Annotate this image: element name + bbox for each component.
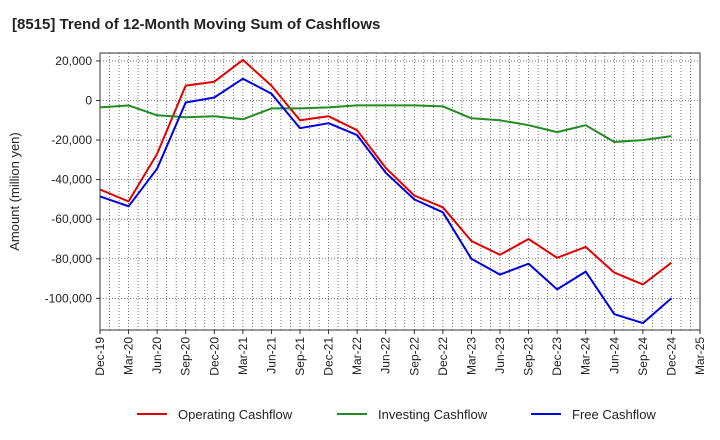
x-tick-label: Dec-23 — [550, 337, 564, 376]
legend-label-free-cashflow: Free Cashflow — [572, 407, 656, 422]
y-tick-label: -40,000 — [51, 173, 92, 187]
x-tick-label: Dec-21 — [322, 337, 336, 376]
legend-label-operating-cashflow: Operating Cashflow — [178, 407, 293, 422]
axes: 20,000 0 -20,000 -40,000 -60,000 -80,000 -100,… — [7, 52, 707, 376]
y-axis-title: Amount (million yen) — [7, 132, 22, 251]
chart-title: [8515] Trend of 12-Month Moving Sum of C… — [12, 16, 381, 33]
x-tick-label: Mar-25 — [693, 337, 707, 375]
series-line-investing-cashflow — [99, 104, 672, 143]
x-tick-label: Mar-20 — [122, 337, 136, 375]
x-tick-label: Mar-22 — [350, 337, 364, 375]
plot-frame — [99, 52, 701, 331]
grid — [99, 53, 701, 330]
x-tick-label: Sep-22 — [407, 337, 421, 376]
y-tick-label: -100,000 — [45, 291, 93, 305]
x-tick-label: Sep-20 — [179, 337, 193, 376]
y-tick-label: -60,000 — [51, 212, 92, 226]
x-tick-label: Dec-22 — [436, 337, 450, 376]
series-line-operating-cashflow — [99, 58, 673, 286]
y-tick-label: -80,000 — [51, 252, 92, 266]
x-tick-label: Mar-21 — [236, 337, 250, 375]
x-tick-label: Jun-23 — [493, 337, 507, 374]
x-tick-label: Jun-20 — [150, 337, 164, 374]
x-tick-label: Jun-21 — [264, 337, 278, 374]
legend: Operating Cashflow Investing Cashflow Free… — [137, 407, 656, 422]
x-tick-label: Dec-19 — [93, 337, 107, 376]
y-tick-label: 0 — [85, 93, 92, 107]
x-tick-label: Sep-21 — [293, 337, 307, 376]
legend-label-investing-cashflow: Investing Cashflow — [378, 407, 488, 422]
x-tick-label: Mar-24 — [579, 337, 593, 375]
x-tick-label: Dec-24 — [664, 337, 678, 376]
x-tick-label: Dec-20 — [207, 337, 221, 376]
y-tick-label: -20,000 — [51, 133, 92, 147]
x-tick-label: Mar-23 — [464, 337, 478, 375]
x-tick-label: Sep-23 — [522, 337, 536, 376]
series-lines — [99, 58, 673, 325]
x-tick-label: Sep-24 — [636, 337, 650, 376]
x-tick-label: Jun-24 — [607, 337, 621, 374]
y-tick-label: 20,000 — [55, 54, 92, 68]
x-tick-label: Jun-22 — [379, 337, 393, 374]
series-line-free-cashflow — [99, 77, 673, 325]
